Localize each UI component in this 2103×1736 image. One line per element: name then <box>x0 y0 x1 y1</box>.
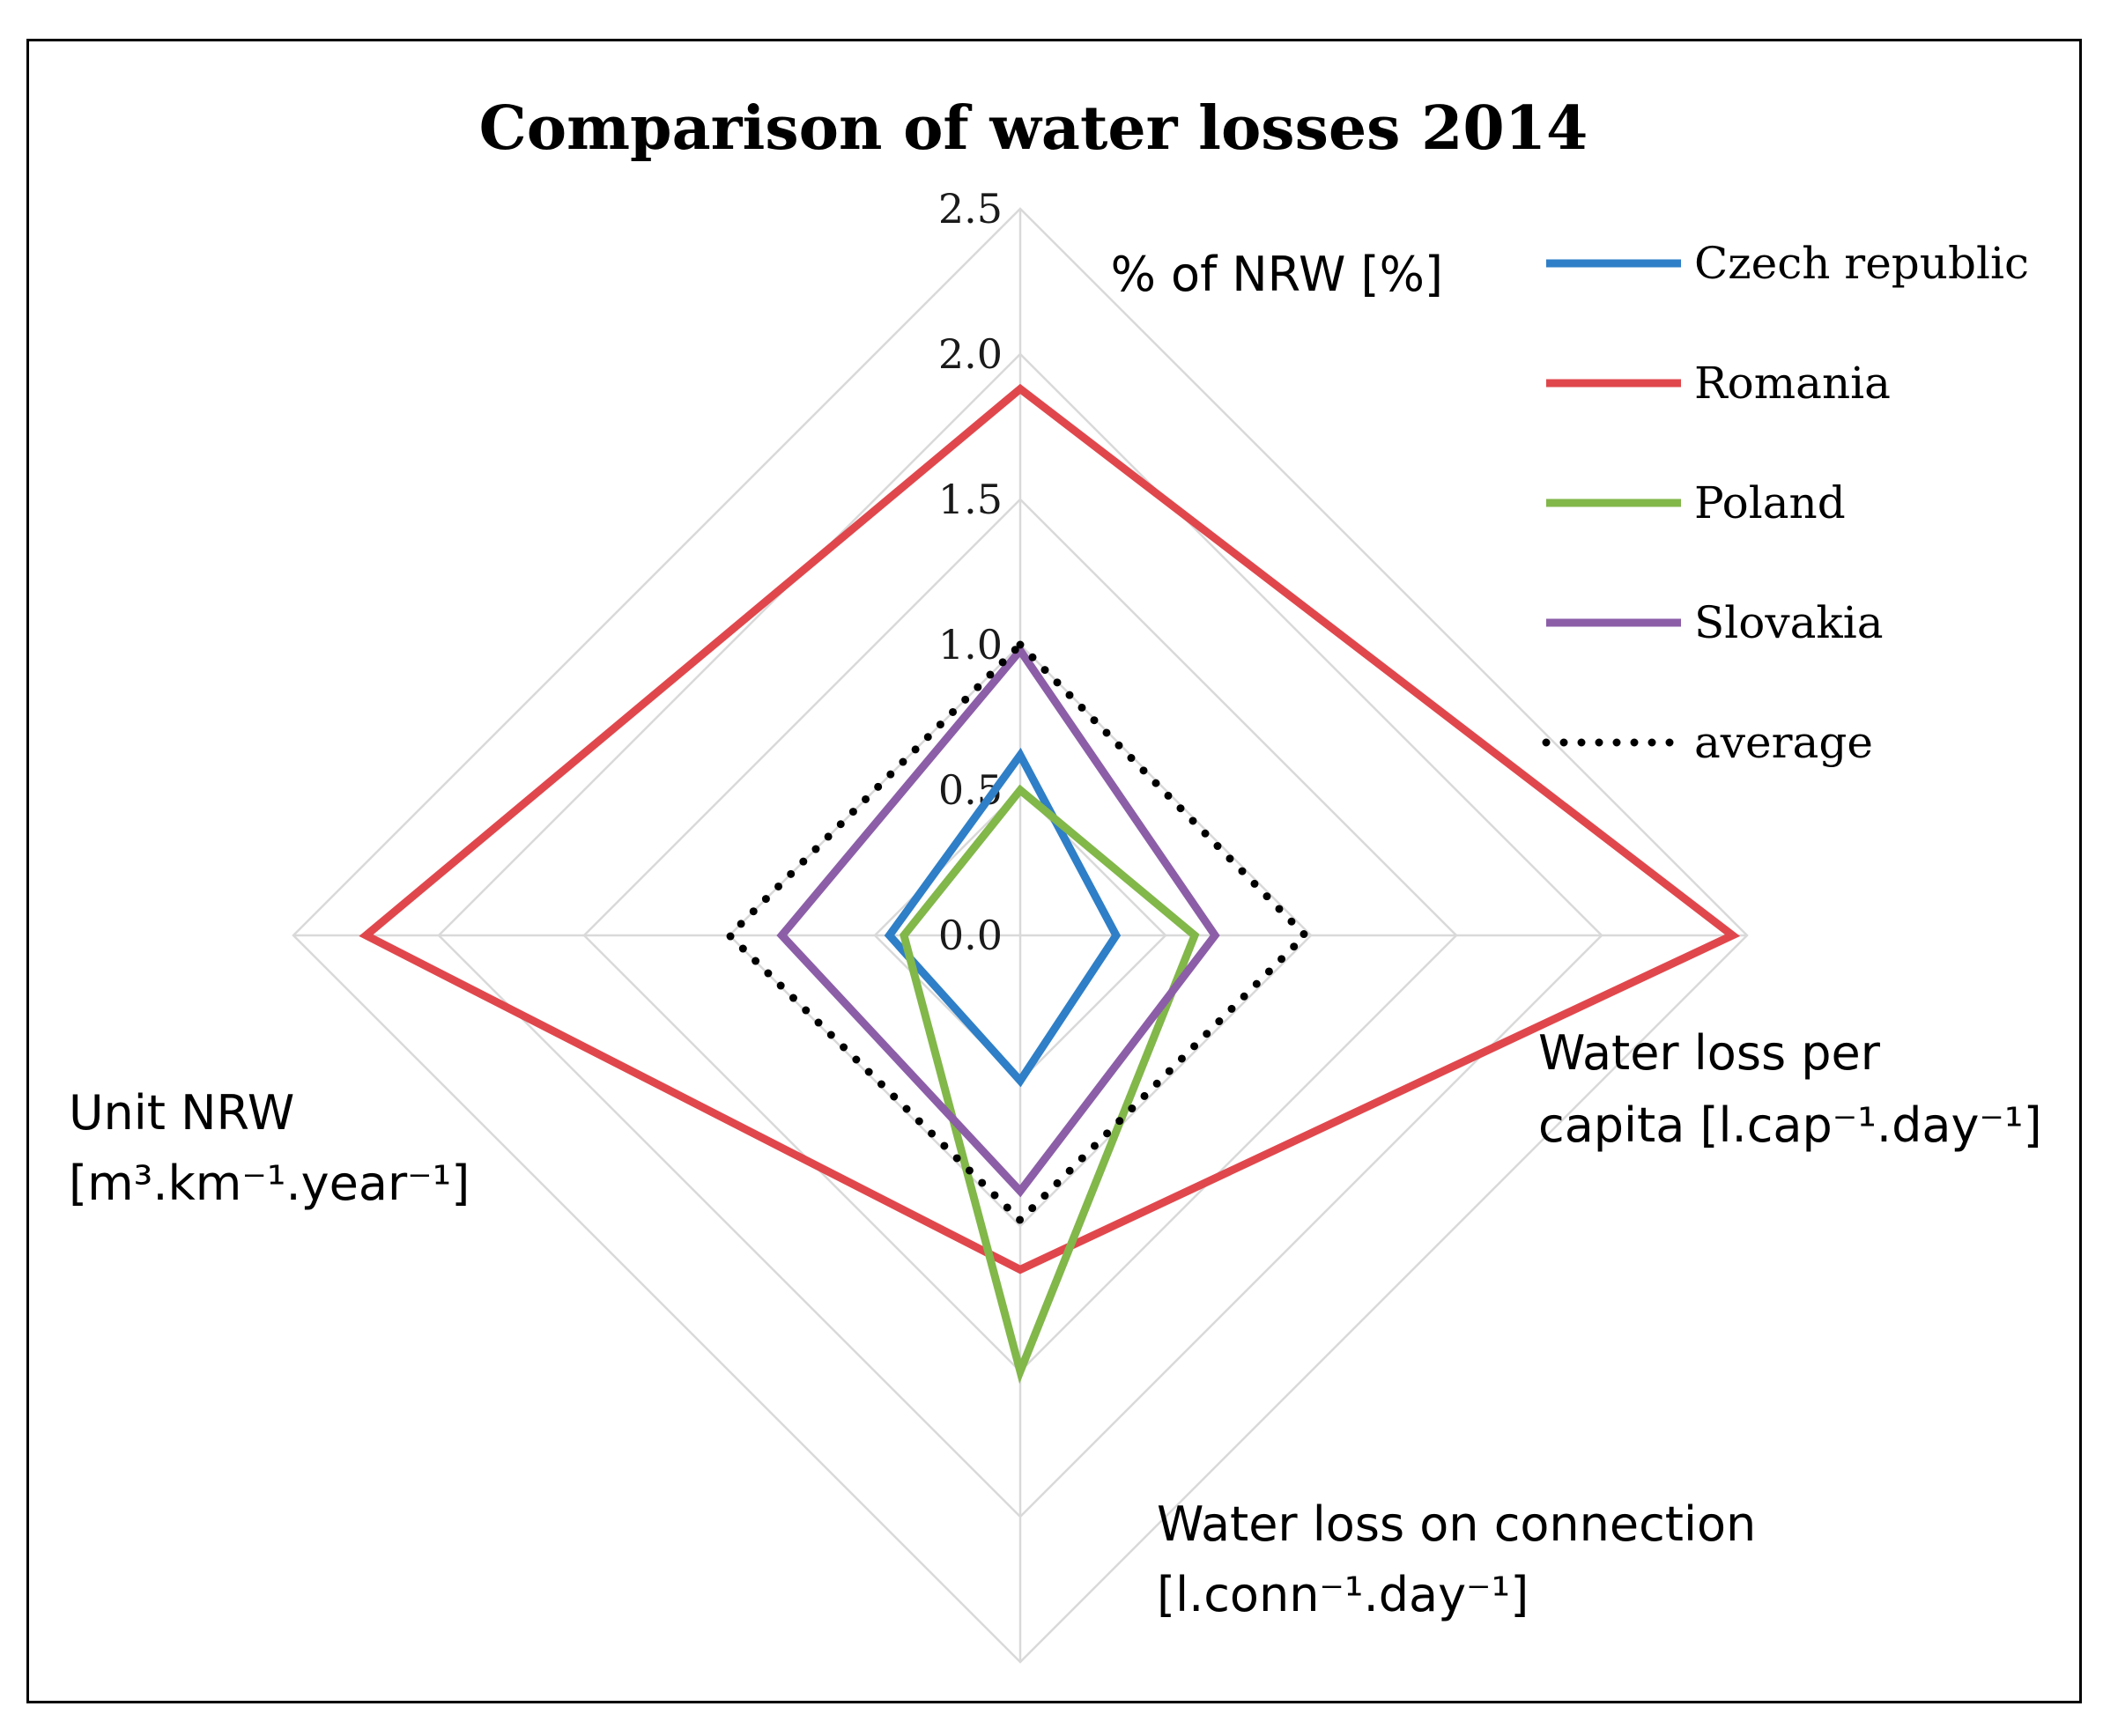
chart-title: Comparison of water losses 2014 <box>479 93 1588 164</box>
axis-label: Water loss per capita [l.cap⁻¹.day⁻¹] <box>1538 1025 2042 1153</box>
axis-label: Water loss on connection [l.conn⁻¹.day⁻¹] <box>1157 1496 1756 1622</box>
tick-label: 2.0 <box>938 330 1003 378</box>
series-czech-republic <box>884 747 1122 1088</box>
tick-label: 1.5 <box>938 476 1003 523</box>
series-romania <box>359 383 1741 1274</box>
legend-label: Czech republic <box>1694 238 2029 289</box>
legend-label: average <box>1694 717 1873 768</box>
legend-label: Poland <box>1694 477 1846 528</box>
tick-label: 1.0 <box>938 621 1003 669</box>
tick-label: 0.0 <box>938 912 1003 959</box>
radar-chart: Comparison of water losses 2014 0.00.51.… <box>69 93 2042 1664</box>
series-average <box>723 639 1311 1226</box>
axis-label: % of NRW [%] <box>1111 247 1443 302</box>
series-slovakia <box>776 644 1220 1198</box>
axis-label: Unit NRW [m³.km⁻¹.year⁻¹] <box>69 1085 470 1211</box>
tick-labels: 0.00.51.01.52.02.5 <box>938 185 1003 959</box>
series-layer <box>359 383 1741 1385</box>
legend: Czech republic Romania Poland Slovakia avera… <box>1542 238 2029 768</box>
legend-label: Romania <box>1694 358 1891 409</box>
legend-label: Slovakia <box>1694 597 1884 648</box>
grid-layer <box>292 207 1749 1664</box>
series-poland <box>900 784 1200 1385</box>
chart-frame: Comparison of water losses 2014 0.0 0.5 1.… <box>26 39 2082 1703</box>
axis-labels: % of NRW [%] Water loss per capita [l.cap⁻… <box>69 247 2042 1622</box>
tick-label: 2.5 <box>938 185 1003 233</box>
